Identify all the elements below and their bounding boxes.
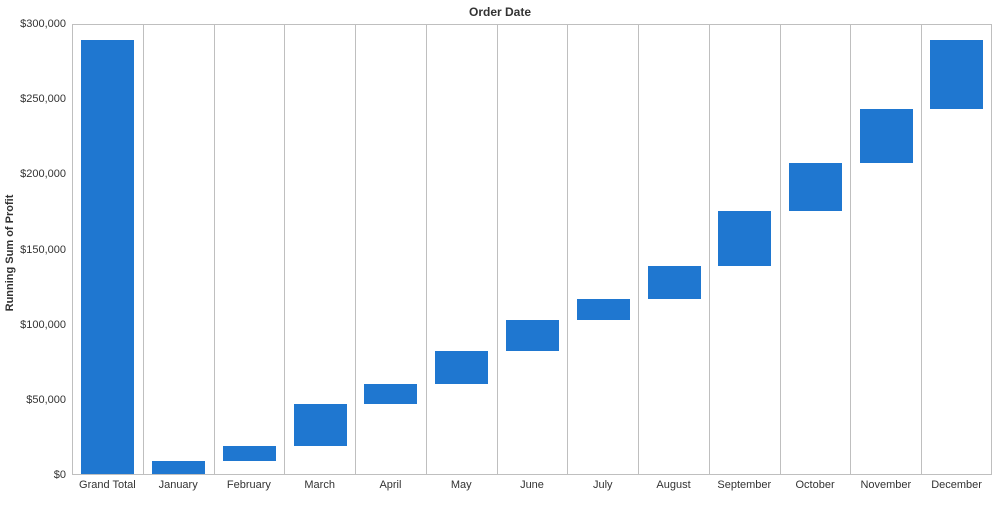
category-column: [72, 25, 143, 474]
bar: [860, 109, 913, 163]
bar: [294, 404, 347, 446]
x-tick-label: December: [921, 479, 992, 491]
category-column: [709, 25, 780, 474]
x-tick-label: March: [284, 479, 355, 491]
x-tick-label: February: [214, 479, 285, 491]
y-axis-ticks: $0 $50,000 $100,000 $150,000 $200,000 $250,00…: [0, 0, 70, 505]
waterfall-chart: Order Date Running Sum of Profit $0$50,0…: [0, 0, 1000, 505]
bar: [930, 40, 982, 109]
category-column: [921, 25, 992, 474]
x-tick-label: April: [355, 479, 426, 491]
x-tick-label: Grand Total: [72, 479, 143, 491]
x-axis-title: Order Date: [0, 5, 1000, 19]
category-column: [214, 25, 285, 474]
category-column: [284, 25, 355, 474]
category-column: [426, 25, 497, 474]
y-tick-label: $250,000: [20, 93, 66, 105]
plot-area: [72, 24, 992, 475]
bar: [364, 384, 417, 403]
bar: [435, 351, 488, 384]
bar: [648, 266, 701, 299]
category-column: [497, 25, 568, 474]
y-tick-label: $0: [54, 469, 66, 481]
x-tick-label: June: [497, 479, 568, 491]
y-tick-label: $50,000: [26, 394, 66, 406]
category-column: [850, 25, 921, 474]
x-tick-label: October: [780, 479, 851, 491]
bar: [506, 320, 559, 351]
x-tick-label: January: [143, 479, 214, 491]
x-tick-label: September: [709, 479, 780, 491]
category-column: [355, 25, 426, 474]
y-tick-label: $150,000: [20, 244, 66, 256]
bar: [81, 40, 134, 474]
bar: [223, 446, 276, 461]
x-tick-label: May: [426, 479, 497, 491]
category-column: [638, 25, 709, 474]
category-column: [567, 25, 638, 474]
bar: [577, 299, 630, 320]
category-column: [143, 25, 214, 474]
x-tick-label: August: [638, 479, 709, 491]
y-tick-label: $300,000: [20, 18, 66, 30]
bar: [718, 211, 771, 266]
y-tick-label: $200,000: [20, 168, 66, 180]
x-axis-labels: Grand TotalJanuaryFebruaryMarchAprilMayJ…: [72, 479, 992, 497]
bar: [789, 163, 842, 211]
x-tick-label: July: [567, 479, 638, 491]
x-tick-label: November: [850, 479, 921, 491]
category-column: [780, 25, 851, 474]
bar: [152, 461, 205, 474]
y-tick-label: $100,000: [20, 319, 66, 331]
